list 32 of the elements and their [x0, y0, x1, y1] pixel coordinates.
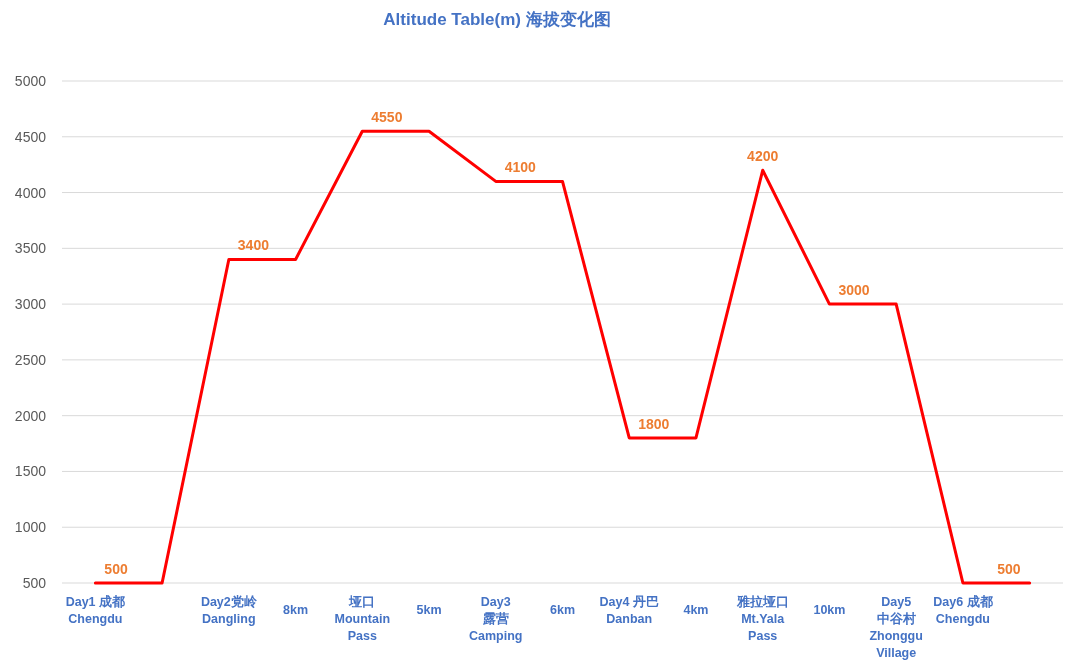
x-tick-label: 垭口 Mountain Pass [334, 595, 391, 643]
data-label: 4200 [747, 148, 779, 165]
data-label: 4550 [371, 109, 403, 126]
data-label: 3000 [838, 282, 870, 299]
x-tick-label: Day1 成都 Chengdu [65, 595, 126, 626]
y-tick-label: 3000 [14, 296, 46, 313]
y-tick-label: 2500 [14, 351, 46, 368]
x-tick-label: 4km [683, 603, 709, 617]
y-tick-label: 3500 [14, 240, 46, 257]
x-tick-label: 5km [416, 603, 442, 617]
y-tick-label: 5000 [14, 73, 46, 89]
x-tick-label: Day2党岭 Dangling [200, 595, 257, 626]
x-tick-label: Day6 成都 Chengdu [933, 595, 993, 626]
x-tick-label: Day3 露营 Camping [469, 595, 523, 643]
y-tick-label: 1000 [14, 519, 46, 536]
data-label: 3400 [237, 237, 269, 254]
y-tick-label: 4000 [14, 184, 46, 201]
y-tick-label: 500 [22, 575, 46, 591]
title: Altitude Table(m) 海拔变化图 [383, 10, 611, 29]
data-label: 500 [104, 561, 128, 577]
y-tick-label: 2000 [14, 407, 46, 424]
x-tick-label: 8km [283, 603, 309, 617]
x-tick-label: 6km [550, 603, 575, 617]
y-tick-label: 1500 [14, 463, 46, 480]
data-label: 1800 [638, 416, 670, 432]
x-tick-label: 10km [813, 603, 846, 617]
x-tick-label: 雅拉垭口 Mt.Yala Pass [736, 595, 789, 643]
x-tick-label: Day4 丹巴 Danban [599, 595, 659, 626]
data-label: 500 [997, 561, 1021, 577]
data-label: 4100 [504, 159, 536, 176]
x-tick-label: Day5 中谷村 Zhonggu Village [869, 595, 923, 660]
y-tick-label: 4500 [14, 128, 46, 145]
